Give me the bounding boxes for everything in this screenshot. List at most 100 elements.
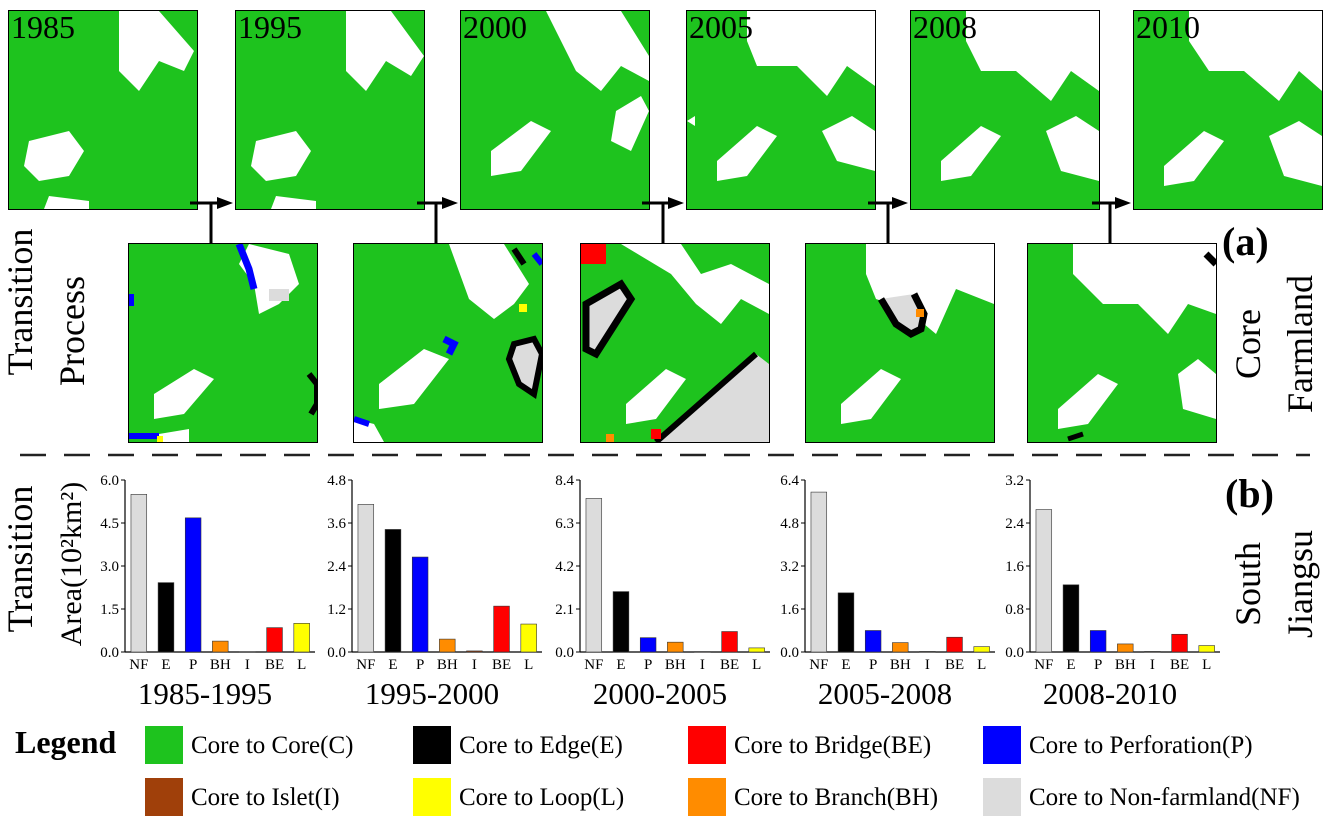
- y-tick-label: 0.0: [780, 645, 799, 661]
- x-tick-label: NF: [809, 657, 828, 673]
- bar-P: [639, 637, 657, 653]
- bar-NF: [810, 491, 828, 653]
- legend-swatch: [413, 778, 451, 816]
- chart-period-label: 2008-2010: [1043, 676, 1177, 710]
- transition-area-charts: 0.0 1.5 3.0 4.5 6.0 NF E P BH I BE L 1985-1995 0.0 1.2…: [100, 473, 1220, 710]
- x-tick-label: E: [388, 657, 397, 673]
- x-tick-label: BH: [890, 657, 911, 673]
- x-tick-label: NF: [129, 657, 148, 673]
- timeline-arrow-head: [1115, 197, 1131, 209]
- y-tick-label: 6.0: [100, 473, 119, 489]
- y-tick-label: 0.0: [555, 645, 574, 661]
- bar-NF: [130, 494, 148, 653]
- bar-E: [612, 591, 630, 653]
- x-tick-label: NF: [356, 657, 375, 673]
- bar-L: [520, 623, 537, 653]
- year-label: 1995: [238, 10, 302, 45]
- bar-BE: [721, 631, 738, 653]
- bar-I: [1144, 651, 1161, 653]
- x-tick-label: E: [161, 657, 170, 673]
- year-map-1995: 1995: [235, 10, 425, 210]
- year-map-1985: 1985: [8, 10, 198, 210]
- bar-BH: [439, 638, 456, 653]
- x-tick-label: L: [524, 657, 533, 673]
- bar-L: [293, 623, 310, 653]
- x-tick-label: I: [472, 657, 477, 673]
- x-tick-label: L: [977, 657, 986, 673]
- x-tick-label: BE: [720, 657, 739, 673]
- x-tick-label: I: [245, 657, 250, 673]
- x-tick-label: BH: [437, 657, 458, 673]
- bar-chart-2000-2005: 0.0 2.1 4.2 6.3 8.4 NF E P BH I BE L 2000-2005: [555, 473, 770, 710]
- x-tick-label: BE: [265, 657, 284, 673]
- bar-BH: [667, 641, 684, 653]
- legend-swatch: [688, 726, 726, 764]
- timeline-arrow-head: [668, 197, 684, 209]
- bar-P: [411, 556, 429, 653]
- x-tick-label: I: [700, 657, 705, 673]
- chart-period-label: 2005-2008: [818, 676, 952, 710]
- y-tick-label: 1.2: [327, 602, 346, 618]
- legend-label: Core to Islet(I): [191, 784, 340, 811]
- x-tick-label: L: [297, 657, 306, 673]
- legend-label: Core to Core(C): [191, 732, 354, 759]
- bar-E: [384, 529, 402, 653]
- bar-I: [694, 651, 711, 653]
- bar-P: [184, 517, 202, 653]
- bar-chart-2005-2008: 0.0 1.6 3.2 4.8 6.4 NF E P BH I BE L 2005-2008: [780, 473, 995, 710]
- left-label-transition-top: Transition: [0, 228, 40, 376]
- year-map-2010: 2010: [1133, 10, 1323, 210]
- year-map-2000: 2000: [460, 10, 650, 210]
- year-label: 2010: [1136, 10, 1200, 45]
- x-tick-label: L: [1202, 657, 1211, 673]
- y-tick-label: 3.2: [780, 559, 799, 575]
- bar-BE: [493, 605, 510, 653]
- x-tick-label: P: [189, 657, 197, 673]
- legend-swatch: [983, 726, 1021, 764]
- y-tick-label: 4.8: [327, 473, 346, 489]
- year-label: 2008: [913, 10, 977, 45]
- transition-map-1995-2000: [353, 243, 543, 443]
- y-tick-label: 4.5: [100, 516, 119, 532]
- y-tick-label: 6.4: [780, 473, 799, 489]
- panel-label-b: (b): [1225, 471, 1274, 516]
- y-tick-label: 8.4: [555, 473, 574, 489]
- year-label: 1985: [11, 10, 75, 45]
- x-tick-label: E: [616, 657, 625, 673]
- timeline-arrow-head: [442, 197, 458, 209]
- right-label-farmland: Farmland: [1280, 275, 1320, 413]
- y-tick-label: 2.4: [1005, 516, 1024, 532]
- bar-BE: [1171, 633, 1188, 653]
- left-label-process: Process: [52, 276, 92, 386]
- legend-title: Legend: [15, 724, 117, 760]
- x-tick-label: NF: [584, 657, 603, 673]
- bar-NF: [1035, 509, 1053, 653]
- x-tick-label: I: [925, 657, 930, 673]
- bar-P: [864, 630, 882, 653]
- legend-swatch: [688, 778, 726, 816]
- bar-I: [466, 650, 483, 653]
- timeline-arrow-head: [892, 197, 908, 209]
- bar-BE: [266, 627, 283, 653]
- bar-chart-1995-2000: 0.0 1.2 2.4 3.6 4.8 NF E P BH I BE L 1995-2000: [327, 473, 542, 710]
- year-map-2005: 2005: [686, 10, 876, 210]
- y-tick-label: 1.6: [780, 602, 799, 618]
- y-tick-label: 3.2: [1005, 473, 1024, 489]
- x-tick-label: I: [1150, 657, 1155, 673]
- year-map-2008: 2008: [910, 10, 1100, 210]
- bar-E: [157, 582, 175, 653]
- transition-map-2000-2005: [580, 243, 770, 443]
- chart-period-label: 1995-2000: [365, 676, 499, 710]
- bar-BE: [946, 636, 963, 653]
- bar-I: [919, 651, 936, 653]
- x-tick-label: E: [1066, 657, 1075, 673]
- y-tick-label: 3.0: [100, 559, 119, 575]
- x-tick-label: P: [644, 657, 652, 673]
- right-label-core: Core: [1228, 309, 1268, 379]
- y-tick-label: 0.8: [1005, 602, 1024, 618]
- y-tick-label: 0.0: [327, 645, 346, 661]
- legend-swatch: [983, 778, 1021, 816]
- y-tick-label: 4.2: [555, 559, 574, 575]
- y-tick-label: 3.6: [327, 516, 346, 532]
- bar-L: [1198, 645, 1215, 653]
